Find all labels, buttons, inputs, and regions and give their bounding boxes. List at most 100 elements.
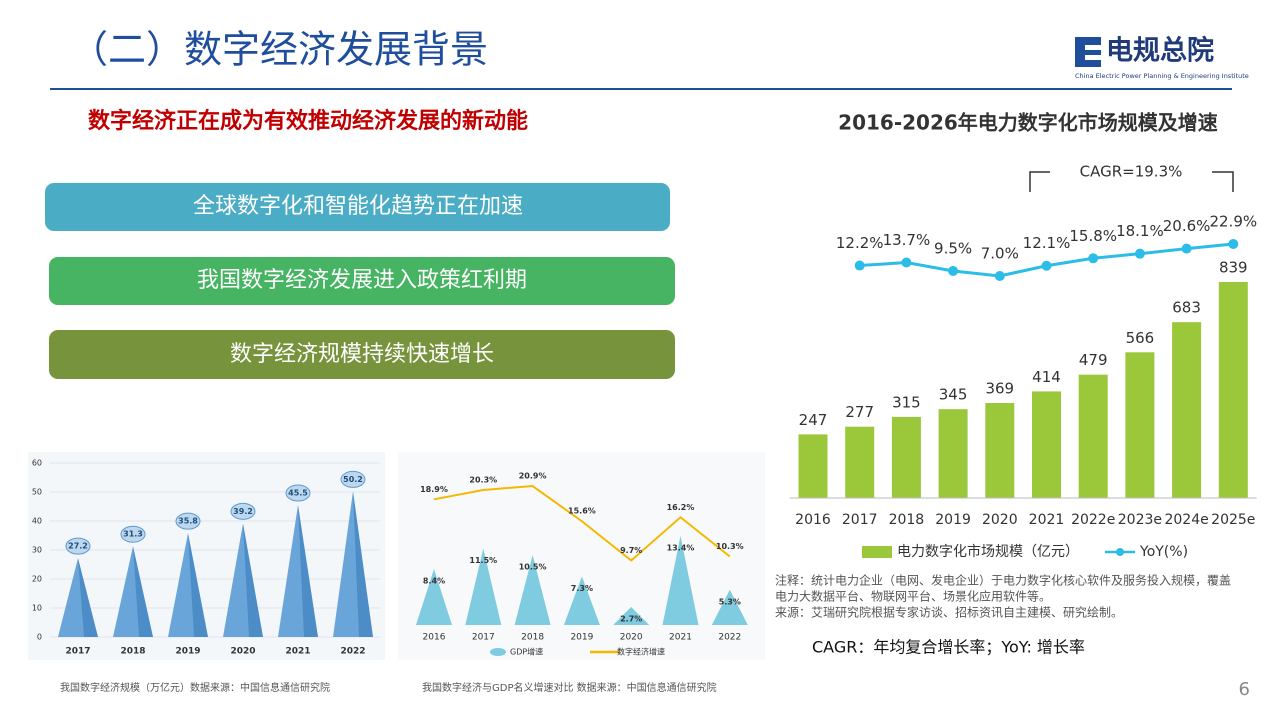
value-label: 18.9% xyxy=(420,485,448,494)
point-text: 全球数字化和智能化趋势正在加速 xyxy=(193,194,523,219)
line-point xyxy=(901,257,912,268)
value-label: 45.5 xyxy=(288,489,308,498)
x-tick-label: 2022 xyxy=(718,633,741,643)
x-tick-label: 2019 xyxy=(175,647,200,657)
x-tick-label: 2020 xyxy=(230,647,255,657)
y-tick-label: 20 xyxy=(32,575,42,584)
value-label: 31.3 xyxy=(123,530,143,539)
line-point xyxy=(1181,243,1192,254)
value-label: 22.9% xyxy=(1209,213,1257,231)
label-bubble xyxy=(340,470,366,488)
value-label: 5.3% xyxy=(719,597,741,606)
value-label: 479 xyxy=(1079,351,1108,369)
cone-bar xyxy=(711,589,748,625)
value-label: 7.3% xyxy=(571,584,593,593)
line-point xyxy=(994,271,1005,281)
value-label: 20.3% xyxy=(469,475,497,484)
page-number: 6 xyxy=(1239,679,1250,700)
y-tick-label: 0 xyxy=(37,633,42,642)
value-label: 566 xyxy=(1126,329,1155,347)
point-box xyxy=(45,183,670,231)
x-tick-label: 2017 xyxy=(472,633,495,643)
cone-shade xyxy=(133,546,153,637)
cone-bar xyxy=(563,576,600,625)
chart-caption: 我国数字经济规模（万亿元）数据来源：中国信息通信研究院 xyxy=(60,681,330,694)
line-point xyxy=(948,265,959,276)
x-tick-label: 2023e xyxy=(1118,512,1162,528)
value-label: 50.2 xyxy=(343,475,363,484)
cone-bar xyxy=(613,607,650,625)
logo-icon-cut xyxy=(1085,55,1101,60)
x-tick-label: 2018 xyxy=(120,647,145,657)
chart-panel xyxy=(398,452,765,660)
legend-swatch xyxy=(490,648,506,656)
value-label: 39.2 xyxy=(233,507,253,516)
logo-subtext: China Electric Power Planning & Engineer… xyxy=(1075,72,1249,80)
cone-bar xyxy=(465,548,502,625)
bracket xyxy=(1029,171,1050,192)
value-label: 12.2% xyxy=(836,234,884,252)
logo-icon xyxy=(1075,37,1101,67)
cone-bar xyxy=(514,555,551,625)
value-label: 2.7% xyxy=(620,615,642,624)
bar xyxy=(798,434,828,498)
x-tick-label: 2021 xyxy=(669,633,692,643)
value-label: 15.8% xyxy=(1069,227,1117,245)
cone-shade xyxy=(78,558,98,637)
x-tick-label: 2022 xyxy=(340,647,365,657)
value-label: 10.3% xyxy=(716,542,744,551)
x-tick-label: 2018 xyxy=(889,512,925,528)
y-tick-label: 50 xyxy=(32,488,42,497)
x-tick-label: 2017 xyxy=(65,647,90,657)
x-tick-label: 2020 xyxy=(620,633,643,643)
note: 电力大数据平台、物联网平台、场景化应用软件等。 xyxy=(775,589,1051,604)
bar xyxy=(1172,322,1202,498)
cone-bar xyxy=(662,535,699,625)
x-tick-label: 2019 xyxy=(570,633,593,643)
value-label: 13.7% xyxy=(883,231,931,249)
point-box xyxy=(49,257,675,305)
line xyxy=(433,484,731,562)
cone-bar xyxy=(416,569,452,625)
x-tick-label: 2018 xyxy=(521,633,544,643)
line-point xyxy=(1088,253,1099,264)
value-label: 683 xyxy=(1172,299,1201,317)
value-label: 7.0% xyxy=(981,245,1019,263)
legend-label: 数字经济增速 xyxy=(617,647,665,657)
value-label: 13.4% xyxy=(667,543,695,552)
label-bubble xyxy=(230,502,256,520)
point-text: 我国数字经济发展进入政策红利期 xyxy=(197,268,527,293)
logo-text: 电规总院 xyxy=(1106,35,1214,67)
value-label: 8.4% xyxy=(423,577,445,586)
value-label: 315 xyxy=(892,393,921,411)
value-label: 9.7% xyxy=(620,546,642,555)
value-label: 15.6% xyxy=(568,507,596,516)
point-text: 数字经济规模持续快速增长 xyxy=(230,342,494,367)
value-label: 35.8 xyxy=(178,517,198,526)
line-point xyxy=(1134,248,1145,259)
line-point xyxy=(854,260,865,271)
bar xyxy=(938,409,968,498)
x-tick-label: 2024e xyxy=(1164,512,1208,528)
label-bubble xyxy=(120,525,146,543)
value-label: 11.5% xyxy=(469,556,497,565)
cone-shade xyxy=(243,523,263,637)
legend-label: YoY(%) xyxy=(1139,544,1188,560)
footnote: CAGR：年均复合增长率；YoY: 增长率 xyxy=(812,638,1085,657)
legend-label: 电力数字化市场规模（亿元） xyxy=(897,543,1079,560)
note: 来源：艾瑞研究院根据专家访谈、招标资讯自主建模、研究绘制。 xyxy=(775,605,1123,620)
line-point xyxy=(1041,260,1052,271)
value-label: 10.5% xyxy=(519,563,547,572)
bar xyxy=(845,426,875,498)
y-tick-label: 40 xyxy=(32,517,42,526)
value-label: 345 xyxy=(939,386,968,404)
bar xyxy=(985,403,1015,498)
x-tick-label: 2017 xyxy=(842,512,878,528)
line-point xyxy=(1228,239,1239,249)
x-tick-label: 2022e xyxy=(1071,512,1115,528)
x-tick-label: 2016 xyxy=(423,633,446,643)
cone-shade xyxy=(298,505,318,637)
value-label: 27.2 xyxy=(68,542,88,551)
y-tick-label: 10 xyxy=(32,604,42,613)
value-label: 839 xyxy=(1219,259,1248,277)
